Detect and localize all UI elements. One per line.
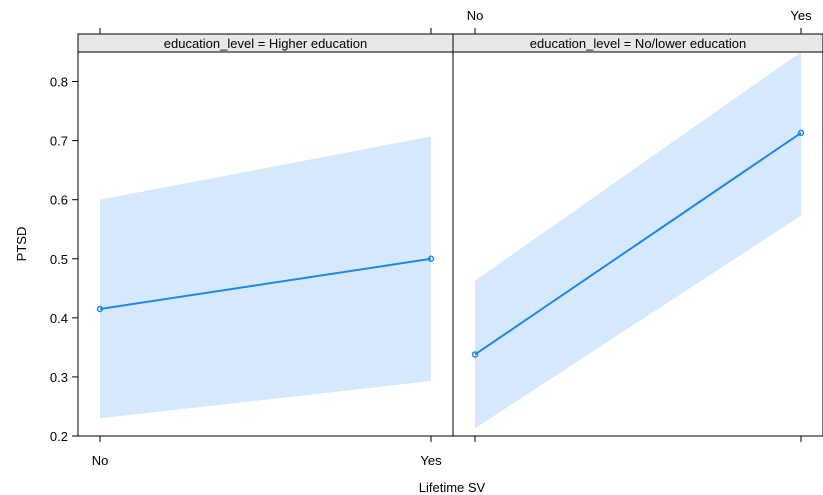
data-point	[797, 129, 805, 137]
data-point	[471, 351, 479, 358]
effect-line	[474, 132, 802, 356]
data-point	[427, 255, 435, 263]
panel-strip-label: education_level = Higher education	[164, 36, 367, 51]
panel-border	[452, 33, 823, 437]
axes-layer: No Yes No Yes 0.2 0.3 0.4 0.5 0.6 0.7 0.8	[50, 8, 812, 468]
y-tick-label: 0.8	[50, 75, 68, 90]
y-tick-label: 0.3	[50, 370, 68, 385]
x-tick-label: No	[92, 453, 109, 468]
panels-layer: education_level = Higher education educat…	[77, 33, 823, 437]
y-tick-label: 0.2	[50, 429, 68, 444]
panel-1: education_level = Higher education	[77, 33, 454, 437]
y-tick-label: 0.6	[50, 193, 68, 208]
x-tick-label: No	[467, 8, 484, 23]
panel-2: education_level = No/lower education	[452, 33, 823, 437]
panel-strip-label: education_level = No/lower education	[530, 36, 746, 51]
data-point	[96, 305, 104, 313]
effect-line	[99, 257, 432, 310]
y-tick-label: 0.7	[50, 134, 68, 149]
y-axis-label: PTSD	[14, 227, 29, 262]
x-tick-label: Yes	[420, 453, 442, 468]
confidence-band	[100, 136, 431, 419]
y-tick-label: 0.4	[50, 311, 68, 326]
x-axis-label: Lifetime SV	[419, 480, 486, 495]
x-tick-label: Yes	[790, 8, 812, 23]
confidence-band	[475, 52, 801, 429]
y-tick-label: 0.5	[50, 252, 68, 267]
